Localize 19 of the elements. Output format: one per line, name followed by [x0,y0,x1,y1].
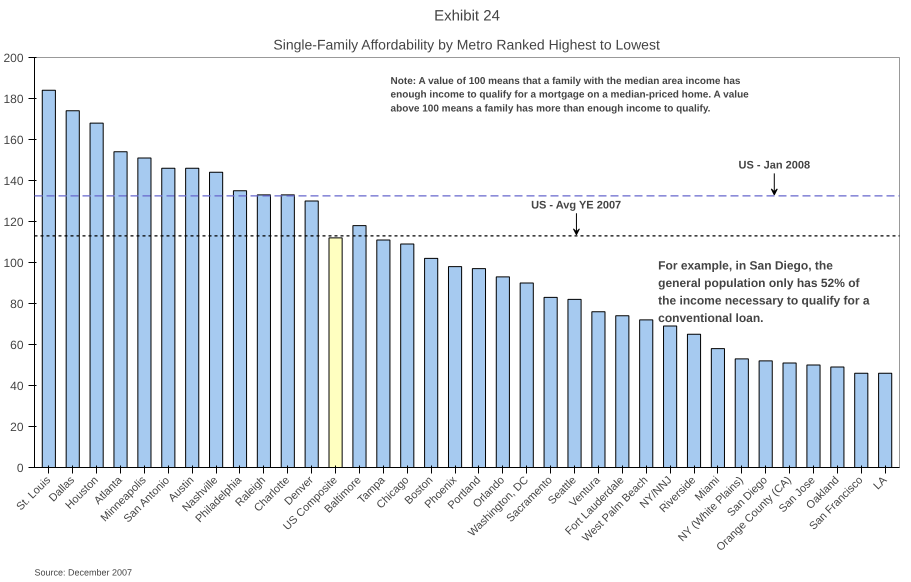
source-note: Source: December 2007 [34,568,132,578]
ref-line-label: US - Avg YE 2007 [531,199,622,212]
y-tick-label: 100 [3,256,24,270]
chart-subtitle: Single-Family Affordability by Metro Ranked Highest to Lowest [273,36,660,52]
x-tick-label: LA [871,474,890,492]
y-tick-label: 40 [10,379,24,393]
y-tick-label: 180 [3,92,24,106]
annotation: For example, in San Diego, the general population only has 52% of the income necessary to qualify for a conventional loan. [658,258,870,325]
y-tick-label: 80 [10,297,24,311]
y-tick-label: 0 [16,461,24,475]
y-tick-label: 140 [3,174,24,188]
y-tick-label: 160 [3,133,24,147]
y-tick-label: 20 [10,420,24,434]
chart-title: Exhibit 24 [434,8,500,24]
ref-line-label: US - Jan 2008 [738,159,810,172]
y-tick-label: 60 [10,338,24,352]
y-tick-label: 120 [3,215,24,229]
y-tick-label: 200 [3,51,24,65]
annotation: Note: A value of 100 means that a family with the median area income has enough income to qualify for a mortgage on a median-priced home. A value above 100 means a family has more than enough income to qualify. [390,76,750,114]
